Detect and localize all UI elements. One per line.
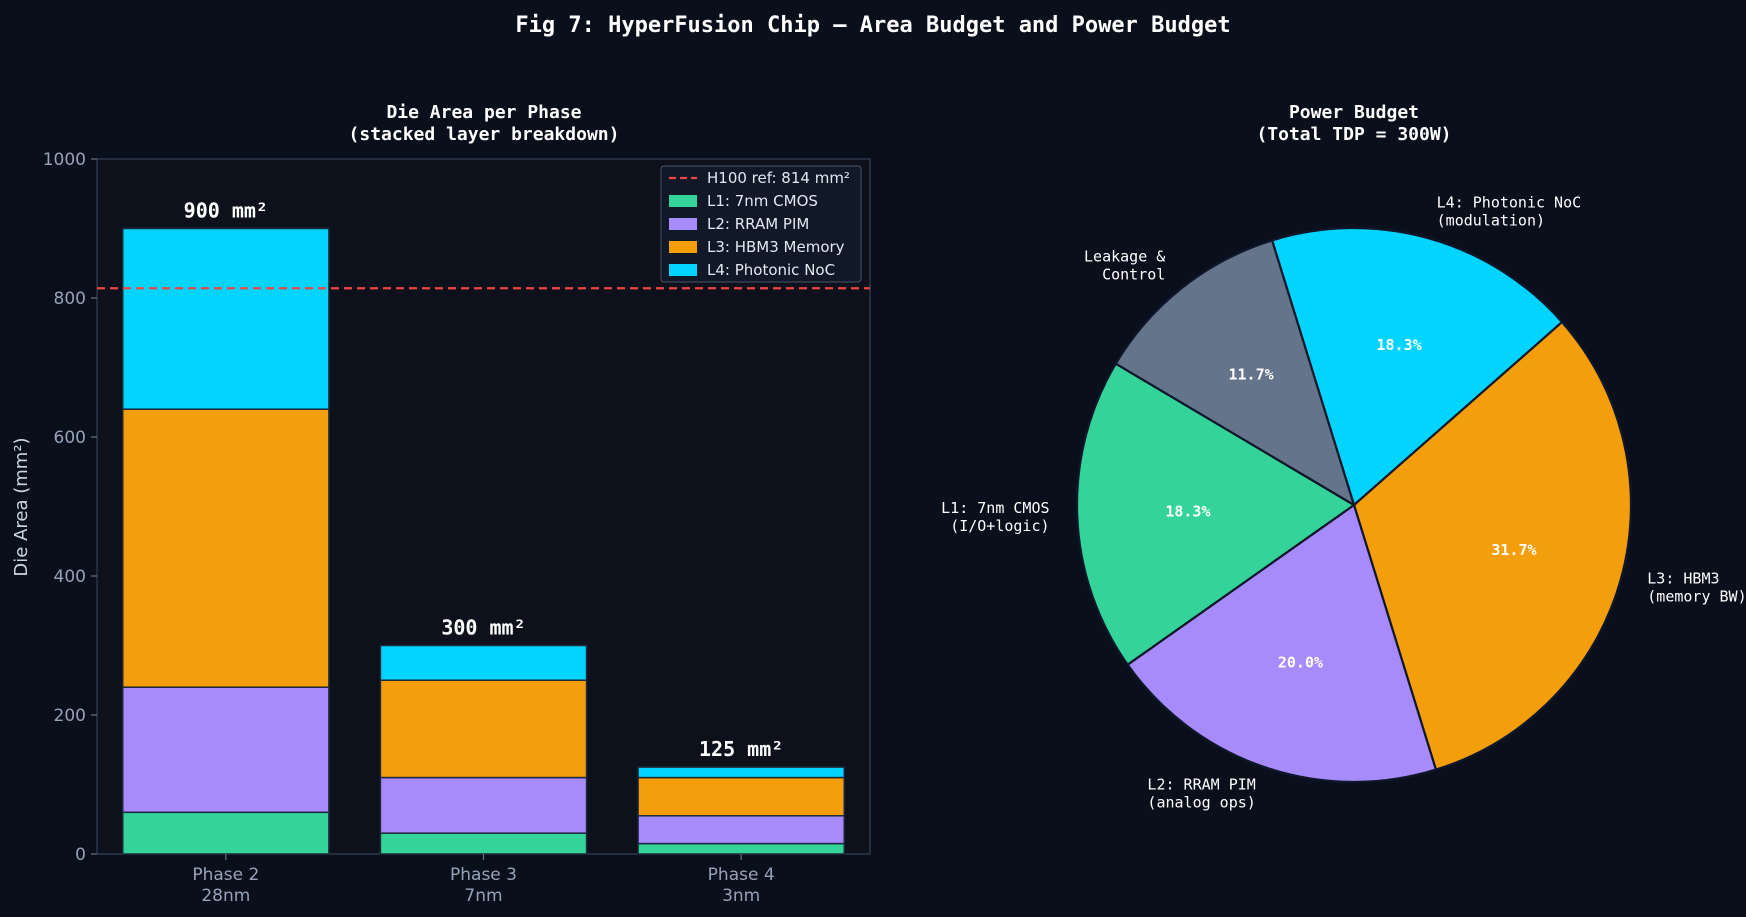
bar-x-tick-sublabel-phase-3: 7nm [464, 886, 502, 906]
bar-total-label-phase-2: 900 mm² [184, 199, 268, 223]
legend-swatch-l2-rram-pim [669, 218, 697, 230]
pie-slice-leakage [1114, 239, 1356, 508]
pie-slices [1075, 226, 1633, 784]
bar-segment-phase-2-l2-rram-pim [122, 686, 330, 814]
legend-label-l3-hbm3-memory: L3: HBM3 Memory [707, 238, 845, 256]
bar-x-tick-sublabel-phase-2: 28nm [201, 886, 250, 906]
bar-segment-phase-3-l4-photonic-noc [379, 644, 588, 681]
pie-slice-l4-photonic-noc [1270, 226, 1564, 507]
bar-segment-phase-4-l1-7nm-cmos [637, 842, 845, 855]
bar-segment-phase-2-l4-photonic-noc [122, 227, 330, 410]
pie-label-l4-photonic-noc: L4: Photonic NoC [1437, 194, 1582, 212]
bar-chart-panel: Die Area per Phase (stacked layer breakd… [11, 102, 871, 906]
bar-y-tick-label: 200 [54, 706, 86, 726]
pie-chart-title-line2: (Total TDP = 300W) [1256, 124, 1451, 145]
legend-label-h100-ref-814-mm: H100 ref: 814 mm² [707, 169, 850, 187]
pie-slice-l1-7nm-cmos [1075, 362, 1357, 667]
bar-chart-title-line2: (stacked layer breakdown) [349, 124, 620, 145]
bar-y-tick-label: 600 [54, 428, 86, 448]
bar-x-tick-label-phase-4: Phase 4 [708, 865, 775, 885]
pie-label-l3-hbm3: L3: HBM3 [1647, 570, 1719, 588]
pie-label-l1-7nm-cmos: L1: 7nm CMOS [941, 499, 1049, 517]
pie-sublabel-l1-7nm-cmos: (I/O+logic) [950, 517, 1049, 535]
bar-y-tick-label: 400 [54, 567, 86, 587]
bar-legend: H100 ref: 814 mm² L1: 7nm CMOS L2: RRAM PI… [660, 165, 862, 283]
bar-segment-phase-4-l4-photonic-noc [637, 766, 845, 779]
bar-segment-phase-3-l1-7nm-cmos [379, 832, 588, 855]
pie-sublabel-l2-rram-pim: (analog ops) [1147, 793, 1255, 811]
bar-segment-phase-4-l3-hbm3-memory [637, 776, 845, 817]
bar-segment-phase-3-l2-rram-pim [379, 776, 588, 834]
bar-stacks [122, 227, 845, 855]
pie-pct-label-l2-rram-pim: 20.0% [1278, 653, 1323, 671]
pie-label-leakage: Leakage & [1084, 248, 1165, 266]
pie-pct-label-l1-7nm-cmos: 18.3% [1165, 503, 1210, 521]
pie-sublabel-leakage: Control [1102, 266, 1165, 284]
legend-label-l2-rram-pim: L2: RRAM PIM [707, 215, 809, 233]
bar-x-tick-label-phase-2: Phase 2 [192, 865, 259, 885]
figure-title: Fig 7: HyperFusion Chip — Area Budget an… [515, 13, 1230, 38]
bar-y-tick-label: 0 [75, 845, 86, 865]
pie-sublabel-l3-hbm3: (memory BW) [1647, 588, 1746, 606]
pie-slice-l2-rram-pim [1126, 503, 1438, 784]
bar-segment-phase-3-l3-hbm3-memory [379, 679, 588, 779]
pie-pct-label-l4-photonic-noc: 18.3% [1377, 336, 1422, 354]
bar-x-tick-label-phase-3: Phase 3 [450, 865, 517, 885]
pie-sublabel-l4-photonic-noc: (modulation) [1437, 212, 1545, 230]
bar-chart-title-line1: Die Area per Phase [386, 102, 581, 123]
legend-label-l1-7nm-cmos: L1: 7nm CMOS [707, 192, 818, 210]
bar-y-tick-label: 800 [54, 289, 86, 309]
pie-slice-l3-hbm3 [1352, 320, 1633, 771]
pie-chart-panel: Power Budget (Total TDP = 300W) 18.3% L4:… [941, 102, 1746, 811]
bar-total-label-phase-4: 125 mm² [699, 737, 783, 761]
bar-y-axis: 0 200 400 600 800 1000 [43, 150, 97, 865]
bar-segment-phase-2-l1-7nm-cmos [122, 811, 330, 855]
pie-chart-title-line1: Power Budget [1289, 102, 1419, 123]
legend-label-l4-photonic-noc: L4: Photonic NoC [707, 261, 835, 279]
pie-labels: 18.3% L4: Photonic NoC(modulation) 31.7% L3… [941, 194, 1746, 812]
legend-swatch-l1-7nm-cmos [669, 195, 697, 207]
legend-swatch-l4-photonic-noc [669, 264, 697, 276]
pie-label-l2-rram-pim: L2: RRAM PIM [1147, 775, 1255, 793]
pie-pct-label-leakage: 11.7% [1229, 365, 1274, 383]
bar-y-axis-label: Die Area (mm²) [11, 437, 32, 576]
bar-segment-phase-4-l2-rram-pim [637, 815, 845, 845]
bar-segment-phase-2-l3-hbm3-memory [122, 408, 330, 688]
bar-y-tick-label: 1000 [43, 150, 86, 170]
bar-x-tick-sublabel-phase-4: 3nm [722, 886, 760, 906]
legend-swatch-l3-hbm3-memory [669, 241, 697, 253]
bar-legend-frame [660, 165, 862, 283]
bar-total-labels: 900 mm² 300 mm² 125 mm² [184, 199, 784, 762]
bar-total-label-phase-3: 300 mm² [441, 616, 525, 640]
pie-pct-label-l3-hbm3: 31.7% [1491, 541, 1536, 559]
